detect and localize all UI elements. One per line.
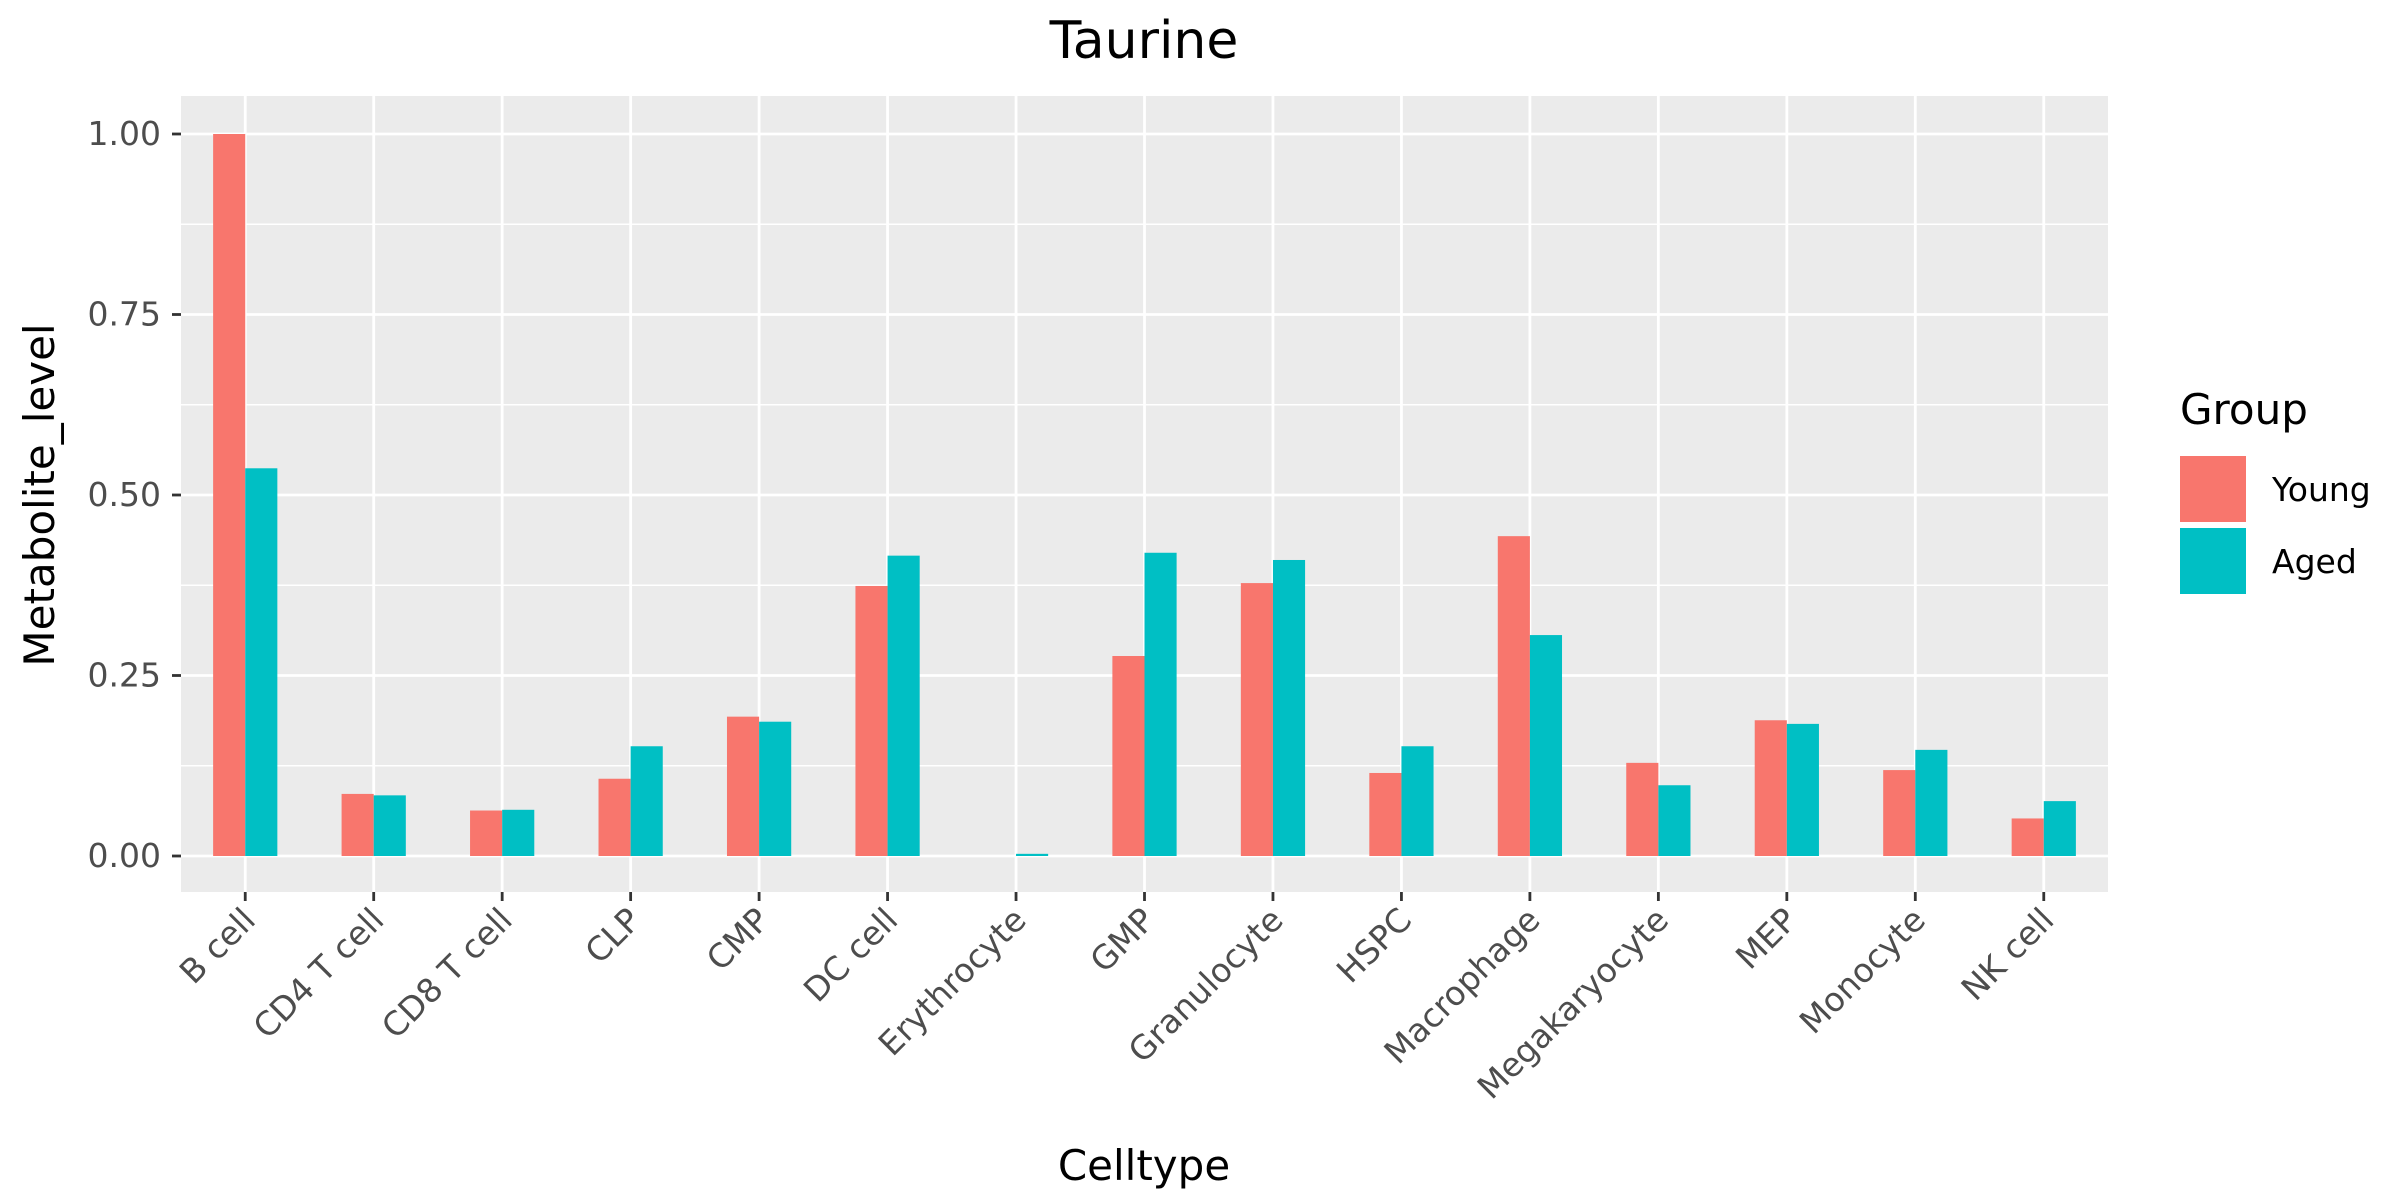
legend-label: Young bbox=[2271, 470, 2371, 509]
bar-young bbox=[2011, 818, 2044, 856]
y-tick-label: 0.75 bbox=[88, 295, 161, 334]
bar-aged bbox=[630, 746, 663, 856]
chart-title: Taurine bbox=[1049, 11, 1239, 71]
bar-aged bbox=[1529, 635, 1563, 856]
y-axis-title: Metabolite_level bbox=[15, 323, 64, 666]
bar-aged bbox=[245, 468, 278, 856]
bar-young bbox=[1754, 720, 1787, 856]
bar-aged bbox=[1658, 785, 1691, 856]
bar-young bbox=[1240, 583, 1273, 856]
bar-young bbox=[341, 793, 374, 856]
bar-young bbox=[1883, 770, 1916, 856]
bar-young bbox=[1626, 762, 1659, 856]
legend: Group Young Aged bbox=[2180, 385, 2371, 594]
y-tick-label: 0.00 bbox=[88, 836, 161, 875]
bar-young bbox=[1497, 536, 1530, 856]
bar-aged bbox=[1144, 552, 1177, 856]
bar-aged bbox=[759, 721, 792, 856]
bar-young bbox=[1112, 656, 1145, 856]
bar-young bbox=[855, 585, 888, 856]
bar-aged bbox=[502, 809, 535, 856]
bar-aged bbox=[373, 795, 406, 856]
bar-aged bbox=[1272, 559, 1306, 856]
bar-young bbox=[726, 716, 760, 856]
bar-aged bbox=[887, 555, 920, 856]
bar-young bbox=[598, 778, 631, 856]
legend-key-aged bbox=[2180, 528, 2246, 594]
legend-key-young bbox=[2180, 456, 2246, 522]
bar-aged bbox=[1915, 749, 1948, 856]
legend-title: Group bbox=[2180, 385, 2308, 434]
bar-aged bbox=[2043, 801, 2076, 856]
bar-young bbox=[470, 810, 503, 856]
bar-young bbox=[213, 134, 246, 856]
y-tick-label: 1.00 bbox=[88, 114, 161, 153]
bar-aged bbox=[1786, 723, 1819, 856]
bar-aged bbox=[1016, 853, 1049, 856]
legend-label: Aged bbox=[2272, 542, 2357, 581]
y-axis: 0.00 0.25 0.50 0.75 1.00 bbox=[88, 114, 181, 875]
bar-young bbox=[1369, 772, 1402, 856]
y-tick-label: 0.25 bbox=[88, 656, 161, 695]
x-axis-title: Celltype bbox=[1058, 1141, 1230, 1190]
bars bbox=[213, 134, 2076, 856]
bar-aged bbox=[1401, 746, 1434, 856]
y-tick-label: 0.50 bbox=[88, 475, 161, 514]
